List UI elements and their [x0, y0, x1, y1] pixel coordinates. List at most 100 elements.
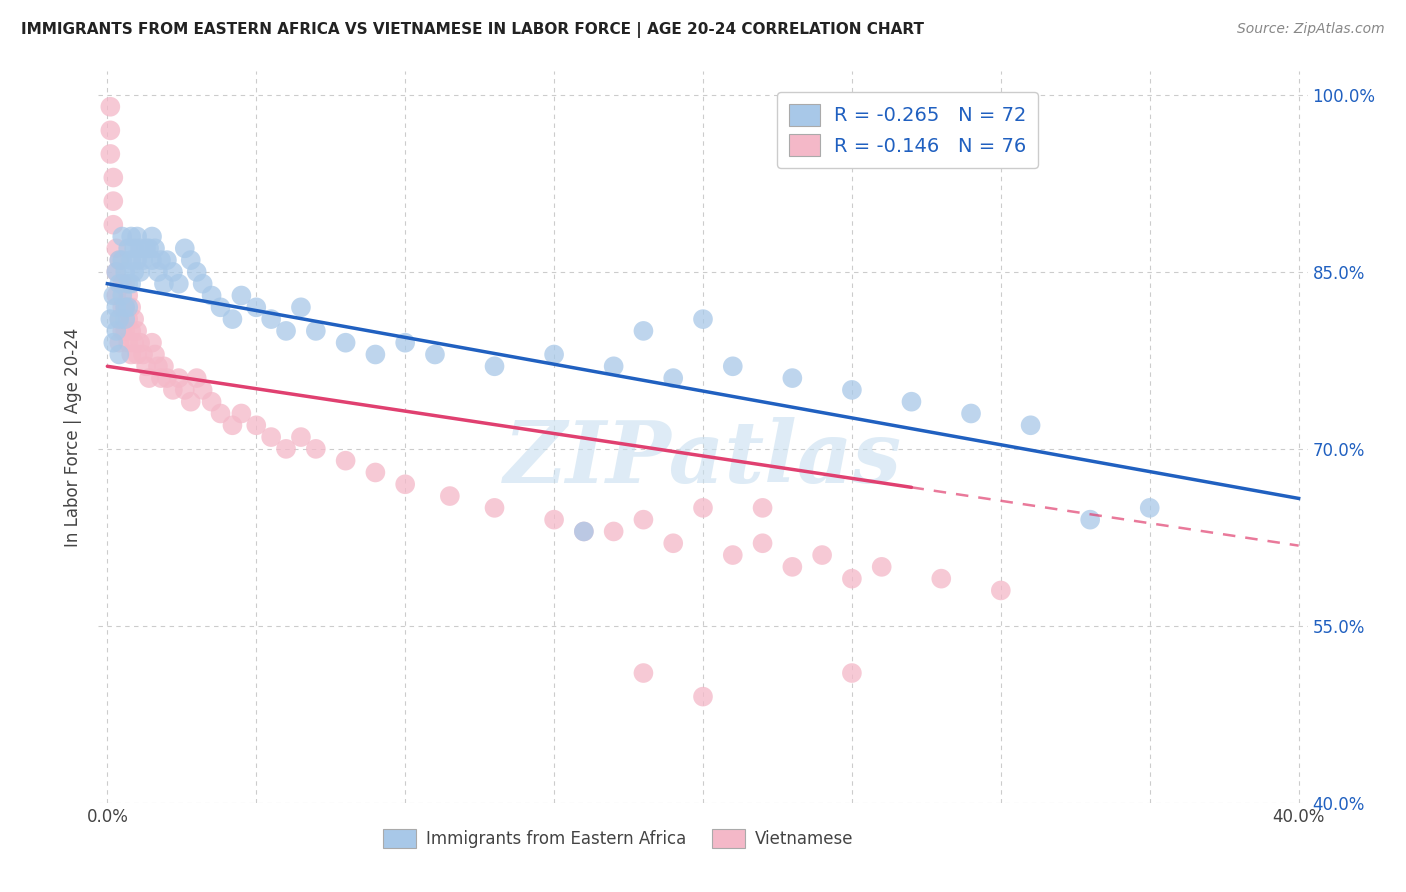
Point: [122, 241, 145, 255]
Point: [602, 524, 624, 539]
Point: [990, 583, 1012, 598]
Point: [122, 335, 145, 350]
Point: [423, 347, 446, 361]
Point: [108, 253, 131, 268]
Point: [111, 253, 134, 268]
Point: [200, 394, 222, 409]
Point: [120, 324, 142, 338]
Point: [135, 359, 157, 374]
Point: [103, 194, 125, 208]
Point: [132, 253, 155, 268]
Point: [167, 277, 190, 291]
Point: [120, 301, 142, 315]
Point: [129, 241, 152, 255]
Point: [111, 277, 134, 291]
Point: [335, 453, 357, 467]
Point: [692, 690, 714, 704]
Point: [305, 442, 328, 456]
Point: [186, 265, 208, 279]
Point: [129, 265, 152, 279]
Point: [260, 312, 283, 326]
Point: [111, 288, 134, 302]
Point: [138, 241, 160, 255]
Point: [129, 335, 152, 350]
Point: [141, 229, 163, 244]
Point: [960, 407, 983, 421]
Point: [117, 301, 139, 315]
Text: ZIPatlas: ZIPatlas: [503, 417, 903, 500]
Point: [105, 241, 128, 255]
Point: [782, 559, 804, 574]
Point: [245, 301, 267, 315]
Point: [209, 407, 232, 421]
Point: [114, 324, 136, 338]
Point: [811, 548, 834, 562]
Point: [870, 559, 893, 574]
Point: [231, 288, 253, 302]
Point: [108, 253, 131, 268]
Point: [127, 347, 149, 361]
Point: [633, 666, 655, 681]
Point: [633, 513, 655, 527]
Point: [572, 524, 595, 539]
Point: [122, 312, 145, 326]
Point: [841, 572, 863, 586]
Point: [364, 466, 387, 480]
Point: [439, 489, 461, 503]
Point: [1019, 418, 1042, 433]
Point: [692, 500, 714, 515]
Point: [98, 100, 121, 114]
Point: [245, 418, 267, 433]
Point: [146, 359, 169, 374]
Point: [120, 253, 142, 268]
Point: [108, 335, 131, 350]
Point: [900, 394, 922, 409]
Point: [120, 277, 142, 291]
Point: [138, 371, 160, 385]
Point: [103, 170, 125, 185]
Point: [122, 265, 145, 279]
Point: [186, 371, 208, 385]
Point: [394, 335, 416, 350]
Point: [108, 277, 131, 291]
Point: [117, 288, 139, 302]
Point: [141, 335, 163, 350]
Point: [114, 312, 136, 326]
Point: [751, 536, 773, 550]
Point: [114, 301, 136, 315]
Point: [105, 265, 128, 279]
Point: [180, 394, 202, 409]
Point: [149, 371, 172, 385]
Point: [153, 359, 176, 374]
Point: [173, 383, 195, 397]
Point: [120, 229, 142, 244]
Point: [114, 265, 136, 279]
Point: [111, 229, 134, 244]
Point: [191, 277, 214, 291]
Point: [221, 418, 243, 433]
Point: [841, 383, 863, 397]
Point: [167, 371, 190, 385]
Point: [209, 301, 232, 315]
Point: [484, 359, 506, 374]
Point: [602, 359, 624, 374]
Point: [156, 371, 179, 385]
Point: [111, 324, 134, 338]
Point: [105, 288, 128, 302]
Point: [105, 324, 128, 338]
Point: [141, 253, 163, 268]
Point: [127, 324, 149, 338]
Point: [120, 347, 142, 361]
Point: [305, 324, 328, 338]
Point: [200, 288, 222, 302]
Point: [180, 253, 202, 268]
Point: [98, 147, 121, 161]
Point: [105, 301, 128, 315]
Point: [173, 241, 195, 255]
Point: [543, 513, 565, 527]
Point: [117, 312, 139, 326]
Point: [191, 383, 214, 397]
Point: [117, 241, 139, 255]
Point: [572, 524, 595, 539]
Point: [153, 277, 176, 291]
